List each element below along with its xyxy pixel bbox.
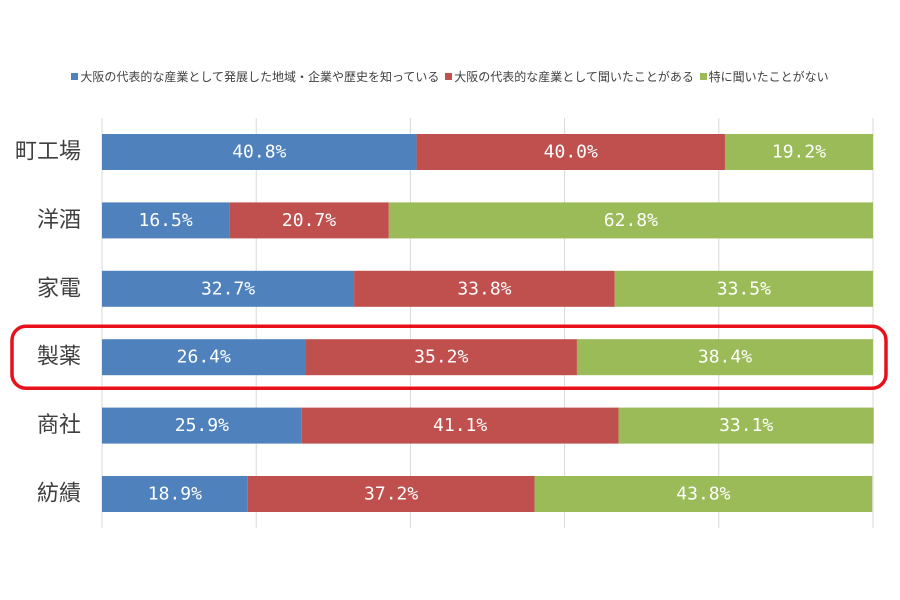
highlight [10, 324, 888, 390]
bar-1-series-2 [416, 134, 725, 170]
bar-5-series-3 [618, 407, 874, 444]
legend-item-series-1: 大阪の代表的な産業として発展した地域・企業や歴史を知っている [71, 68, 439, 85]
category-label-6: 紡績 [37, 482, 81, 507]
bar-4-series-1 [102, 339, 306, 376]
data-label-2-series-2: 20.7% [282, 210, 336, 231]
data-label-6-series-1: 18.9% [148, 484, 202, 505]
data-label-3-series-1: 32.7% [201, 278, 255, 299]
data-label-4-series-3: 38.4% [698, 347, 752, 368]
data-label-6-series-2: 37.2% [364, 484, 418, 505]
bar-4-series-2 [305, 339, 577, 376]
legend-swatch-series-3 [699, 73, 707, 80]
category-label-4: 製薬 [37, 345, 81, 370]
data-label-5-series-1: 25.9% [175, 415, 229, 436]
bar-6-series-2 [247, 476, 535, 512]
data-label-5-series-3: 33.1% [719, 415, 773, 436]
bar-3-series-3 [614, 270, 873, 307]
category-label-3: 家電 [37, 276, 81, 301]
bar-3-series-1 [102, 270, 355, 307]
data-label-1-series-3: 19.2% [772, 142, 826, 163]
legend-swatch-series-1 [71, 73, 79, 80]
data-label-3-series-2: 33.8% [457, 278, 511, 299]
highlight-box [10, 324, 888, 390]
data-label-1-series-1: 40.8% [232, 142, 286, 163]
legend-item-series-2: 大阪の代表的な産業として聞いたことがある [445, 68, 694, 85]
data-label-2-series-3: 62.8% [604, 210, 658, 231]
bar-6-series-3 [534, 476, 873, 512]
bar-6-series-1 [102, 476, 248, 512]
category-label-5: 商社 [37, 413, 81, 438]
data-label-3-series-3: 33.5% [717, 278, 771, 299]
bar-1-series-1 [102, 134, 417, 170]
bar-5-series-2 [301, 407, 619, 444]
chart-legend: 大阪の代表的な産業として発展した地域・企業や歴史を知っている 大阪の代表的な産業… [0, 68, 900, 85]
legend-swatch-series-2 [445, 73, 453, 80]
bar-2-series-3 [388, 202, 873, 239]
bar-4-series-3 [576, 339, 873, 376]
legend-label-series-2: 大阪の代表的な産業として聞いたことがある [454, 70, 694, 84]
gridlines [101, 118, 874, 528]
category-label-1: 町工場 [15, 140, 81, 165]
bars [102, 134, 874, 512]
labels: 40.8% 40.0% 19.2% 町工場 16.5% 20.7% 62.8% 洋酒 32.7%… [15, 140, 826, 507]
category-label-2: 洋酒 [37, 208, 81, 233]
legend-label-series-1: 大阪の代表的な産業として発展した地域・企業や歴史を知っている [80, 70, 440, 84]
data-label-4-series-2: 35.2% [414, 347, 468, 368]
data-label-2-series-1: 16.5% [139, 210, 193, 231]
bar-2-series-1 [102, 202, 230, 239]
bar-5-series-1 [102, 407, 302, 444]
data-label-4-series-1: 26.4% [177, 347, 231, 368]
data-label-6-series-3: 43.8% [676, 484, 730, 505]
legend-item-series-3: 特に聞いたことがない [699, 68, 829, 85]
bar-2-series-2 [229, 202, 389, 239]
bar-1-series-3 [724, 134, 873, 170]
data-label-1-series-2: 40.0% [544, 142, 598, 163]
legend-label-series-3: 特に聞いたことがない [708, 70, 829, 84]
bar-3-series-2 [354, 270, 615, 307]
data-label-5-series-2: 41.1% [433, 415, 487, 436]
